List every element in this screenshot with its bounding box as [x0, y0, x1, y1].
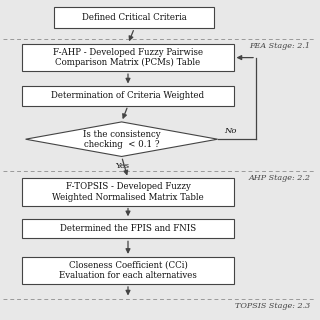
Text: Defined Critical Criteria: Defined Critical Criteria: [82, 13, 187, 22]
Text: TOPSIS Stage: 2.3: TOPSIS Stage: 2.3: [235, 301, 310, 310]
FancyBboxPatch shape: [22, 178, 234, 205]
Text: F-TOPSIS - Developed Fuzzy
Weighted Normalised Matrix Table: F-TOPSIS - Developed Fuzzy Weighted Norm…: [52, 182, 204, 202]
Text: Determined the FPIS and FNIS: Determined the FPIS and FNIS: [60, 224, 196, 233]
Text: Closeness Coefficient (CCi)
Evaluation for each alternatives: Closeness Coefficient (CCi) Evaluation f…: [59, 261, 197, 280]
Text: AHP Stage: 2.2: AHP Stage: 2.2: [248, 173, 310, 181]
Text: No: No: [224, 127, 236, 135]
Text: F-AHP - Developed Fuzzy Pairwise
Comparison Matrix (PCMs) Table: F-AHP - Developed Fuzzy Pairwise Compari…: [53, 48, 203, 68]
Text: Determination of Criteria Weighted: Determination of Criteria Weighted: [52, 92, 204, 100]
Text: FEA Stage: 2.1: FEA Stage: 2.1: [249, 42, 310, 50]
FancyBboxPatch shape: [22, 44, 234, 71]
FancyBboxPatch shape: [22, 86, 234, 106]
FancyBboxPatch shape: [54, 7, 214, 28]
FancyBboxPatch shape: [22, 257, 234, 284]
Text: Yes: Yes: [115, 162, 129, 170]
Text: Is the consistency
checking  < 0.1 ?: Is the consistency checking < 0.1 ?: [83, 130, 160, 149]
FancyBboxPatch shape: [22, 219, 234, 238]
Polygon shape: [26, 122, 218, 156]
